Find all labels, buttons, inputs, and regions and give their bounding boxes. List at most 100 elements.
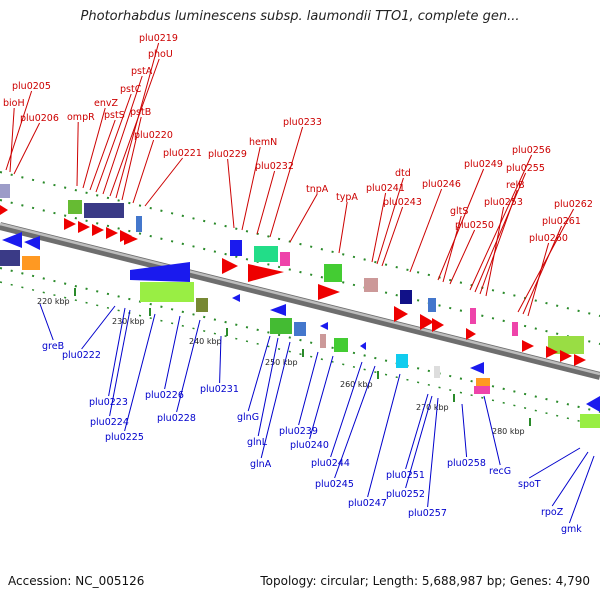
gene-box <box>334 338 348 352</box>
gene-leader-line <box>309 355 334 440</box>
gene-label[interactable]: typA <box>336 192 358 203</box>
gene-box <box>512 322 518 336</box>
gene-label[interactable]: plu0219 <box>139 33 178 44</box>
gene-label[interactable]: plu0247 <box>348 498 387 509</box>
gene-label[interactable]: plu0232 <box>255 161 294 172</box>
gene-label[interactable]: plu0206 <box>20 113 59 124</box>
gene-label[interactable]: ompR <box>67 112 95 123</box>
gene-label[interactable]: glnA <box>250 459 272 470</box>
gene-label[interactable]: pstS <box>104 110 125 121</box>
gene-label[interactable]: pstC <box>120 84 142 95</box>
gene-box <box>140 282 194 302</box>
gene-label[interactable]: plu0233 <box>283 117 322 128</box>
gene-label[interactable]: plu0221 <box>163 148 202 159</box>
gene-label[interactable]: plu0250 <box>455 220 494 231</box>
gene-label[interactable]: plu0222 <box>62 350 101 361</box>
gene-leader-line <box>298 351 319 426</box>
gene-box <box>230 240 242 256</box>
gene-box <box>254 246 278 262</box>
gene-leader-line <box>527 242 550 317</box>
gene-label[interactable]: plu0260 <box>529 233 568 244</box>
gene-label[interactable]: plu0223 <box>89 397 128 408</box>
gene-leader-line <box>409 188 443 273</box>
gene-label[interactable]: gltS <box>450 206 468 217</box>
gene-label[interactable]: plu0226 <box>145 390 184 401</box>
gene-label[interactable]: plu0228 <box>157 413 196 424</box>
gene-label[interactable]: relB <box>506 180 525 191</box>
gene-box <box>428 298 436 312</box>
track-guides <box>0 171 600 427</box>
gene-leader-line <box>227 158 235 229</box>
gene-label[interactable]: plu0241 <box>366 183 405 194</box>
gene-leader-line <box>522 225 563 315</box>
gene-leader-line <box>517 208 575 313</box>
gene-label[interactable]: glnG <box>237 412 259 423</box>
gene-label[interactable]: pstB <box>130 107 151 118</box>
gene-box <box>474 386 490 394</box>
gene-label[interactable]: plu0261 <box>542 216 581 227</box>
gene-box <box>196 298 208 312</box>
gene-leader-line <box>9 107 15 173</box>
gene-box <box>580 414 600 428</box>
gene-label[interactable]: plu0245 <box>315 479 354 490</box>
gene-label[interactable]: rpoZ <box>541 507 564 518</box>
gene-label[interactable]: plu0257 <box>408 508 447 519</box>
gene-label[interactable]: plu0252 <box>386 489 425 500</box>
scale-tick-label: 250 kbp <box>265 358 298 367</box>
gene-label[interactable]: plu0220 <box>134 130 173 141</box>
gene-leader-line <box>371 192 387 263</box>
gene-label[interactable]: envZ <box>94 98 118 109</box>
gene-label[interactable]: plu0205 <box>12 81 51 92</box>
gene-leader-line <box>461 403 468 458</box>
gene-label[interactable]: recG <box>489 466 511 477</box>
gene-leader-line <box>405 395 433 489</box>
gene-label[interactable]: plu0239 <box>279 426 318 437</box>
gene-label[interactable]: pstA <box>131 66 153 77</box>
gene-label[interactable]: plu0231 <box>200 384 239 395</box>
gene-label[interactable]: plu0262 <box>554 199 593 210</box>
gene-label[interactable]: plu0240 <box>290 440 329 451</box>
gene-label[interactable]: plu0243 <box>383 197 422 208</box>
gene-label[interactable]: plu0255 <box>506 163 545 174</box>
gene-leader-line <box>257 337 279 437</box>
gene-label[interactable]: plu0244 <box>311 458 350 469</box>
gene-leader-line <box>437 168 485 281</box>
scale-tick-label: 220 kbp <box>37 297 70 306</box>
gene-label[interactable]: plu0229 <box>208 149 247 160</box>
gene-leader-line <box>121 116 142 201</box>
genome-backbone <box>0 222 600 380</box>
gene-label[interactable]: dtd <box>395 168 411 179</box>
gene-label[interactable]: plu0249 <box>464 159 503 170</box>
gene-box <box>270 318 292 334</box>
gene-label[interactable]: plu0246 <box>422 179 461 190</box>
gene-label[interactable]: spoT <box>518 479 541 490</box>
gene-label[interactable]: plu0253 <box>484 197 523 208</box>
gene-leader-line <box>76 121 79 187</box>
scale-tick-label: 270 kbp <box>416 403 449 412</box>
gene-label[interactable]: greB <box>42 341 64 352</box>
gene-label[interactable]: plu0225 <box>105 432 144 443</box>
gene-label[interactable]: plu0251 <box>386 470 425 481</box>
scale-ticks: 220 kbp 230 kbp 240 kbp 250 kbp 260 kbp 270 k… <box>37 288 531 436</box>
gene-leader-line <box>442 215 462 283</box>
gene-box <box>434 366 440 378</box>
gene-leader-line <box>334 365 376 479</box>
gene-box <box>294 322 306 336</box>
gene-leader-line <box>474 172 527 293</box>
gene-label[interactable]: bioH <box>3 98 25 109</box>
gene-leader-line <box>367 373 401 498</box>
gene-label[interactable]: tnpA <box>306 184 329 195</box>
gene-leader-line <box>108 307 126 397</box>
gene-label[interactable]: gmk <box>561 524 582 535</box>
gene-leader-line <box>219 335 222 384</box>
gene-label[interactable]: glnL <box>247 437 268 448</box>
gene-label[interactable]: plu0224 <box>90 417 129 428</box>
gene-label[interactable]: hemN <box>249 137 277 148</box>
gene-label[interactable]: plu0258 <box>447 458 486 469</box>
gene-box <box>548 336 584 354</box>
gene-leader-line <box>338 201 348 254</box>
gene-label[interactable]: plu0256 <box>512 145 551 156</box>
gene-label[interactable]: phoU <box>148 49 173 60</box>
gene-leader-line <box>5 90 33 171</box>
